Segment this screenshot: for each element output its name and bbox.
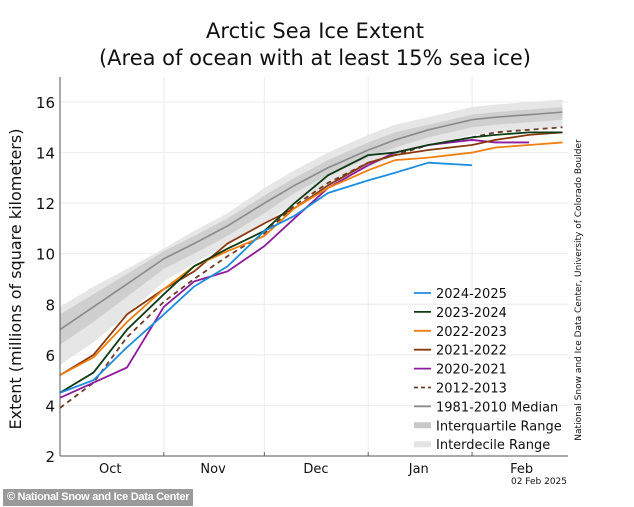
y-tick-label: 12 — [36, 195, 55, 213]
y-tick-label: 10 — [36, 246, 55, 264]
x-tick-label-dec: Dec — [303, 462, 328, 477]
date-stamp: 02 Feb 2025 — [511, 477, 567, 487]
interdecile-band — [60, 99, 563, 365]
footer-credit: © National Snow and Ice Data Center — [3, 489, 194, 506]
y-tick-label: 4 — [45, 397, 55, 415]
chart-title-line1: Arctic Sea Ice Extent — [206, 19, 424, 43]
x-tick-label-oct: Oct — [99, 462, 121, 477]
chart-title-line2: (Area of ocean with at least 15% sea ice… — [99, 46, 531, 70]
legend-entry: 2023-2024 — [436, 306, 507, 321]
y-tick-label: 16 — [36, 94, 55, 112]
x-tick-label-feb: Feb — [510, 462, 533, 477]
series-line-1981-2010-median — [59, 111, 563, 331]
y-tick-label: 6 — [45, 347, 55, 365]
y-tick-label: 8 — [45, 296, 55, 314]
series-line-2012-2013 — [59, 126, 563, 409]
series-line-2023-2024 — [59, 131, 563, 394]
legend-entry: 1981-2010 Median — [436, 400, 558, 415]
series-line-2021-2022 — [59, 131, 563, 376]
y-tick-label: 14 — [36, 145, 55, 163]
series-line-2022-2023 — [59, 141, 563, 376]
series-line-2020-2021 — [59, 139, 529, 399]
credit-vertical: National Snow and Ice Data Center, Unive… — [574, 139, 584, 441]
legend-entry: Interquartile Range — [436, 419, 562, 434]
legend-entry: 2012-2013 — [436, 382, 507, 397]
series-line-2024-2025 — [59, 161, 473, 394]
legend-entry: 2020-2021 — [436, 363, 507, 378]
y-axis-label: Extent (millions of square kilometers) — [6, 129, 25, 430]
x-tick-label-jan: Jan — [408, 462, 429, 477]
legend-entry: 2024-2025 — [436, 287, 507, 302]
x-tick-label-nov: Nov — [200, 462, 226, 477]
legend-entry: Interdecile Range — [436, 438, 550, 453]
y-tick-label: 2 — [45, 448, 55, 466]
legend-entry: 2022-2023 — [436, 325, 507, 340]
legend-entry: 2021-2022 — [436, 344, 507, 359]
